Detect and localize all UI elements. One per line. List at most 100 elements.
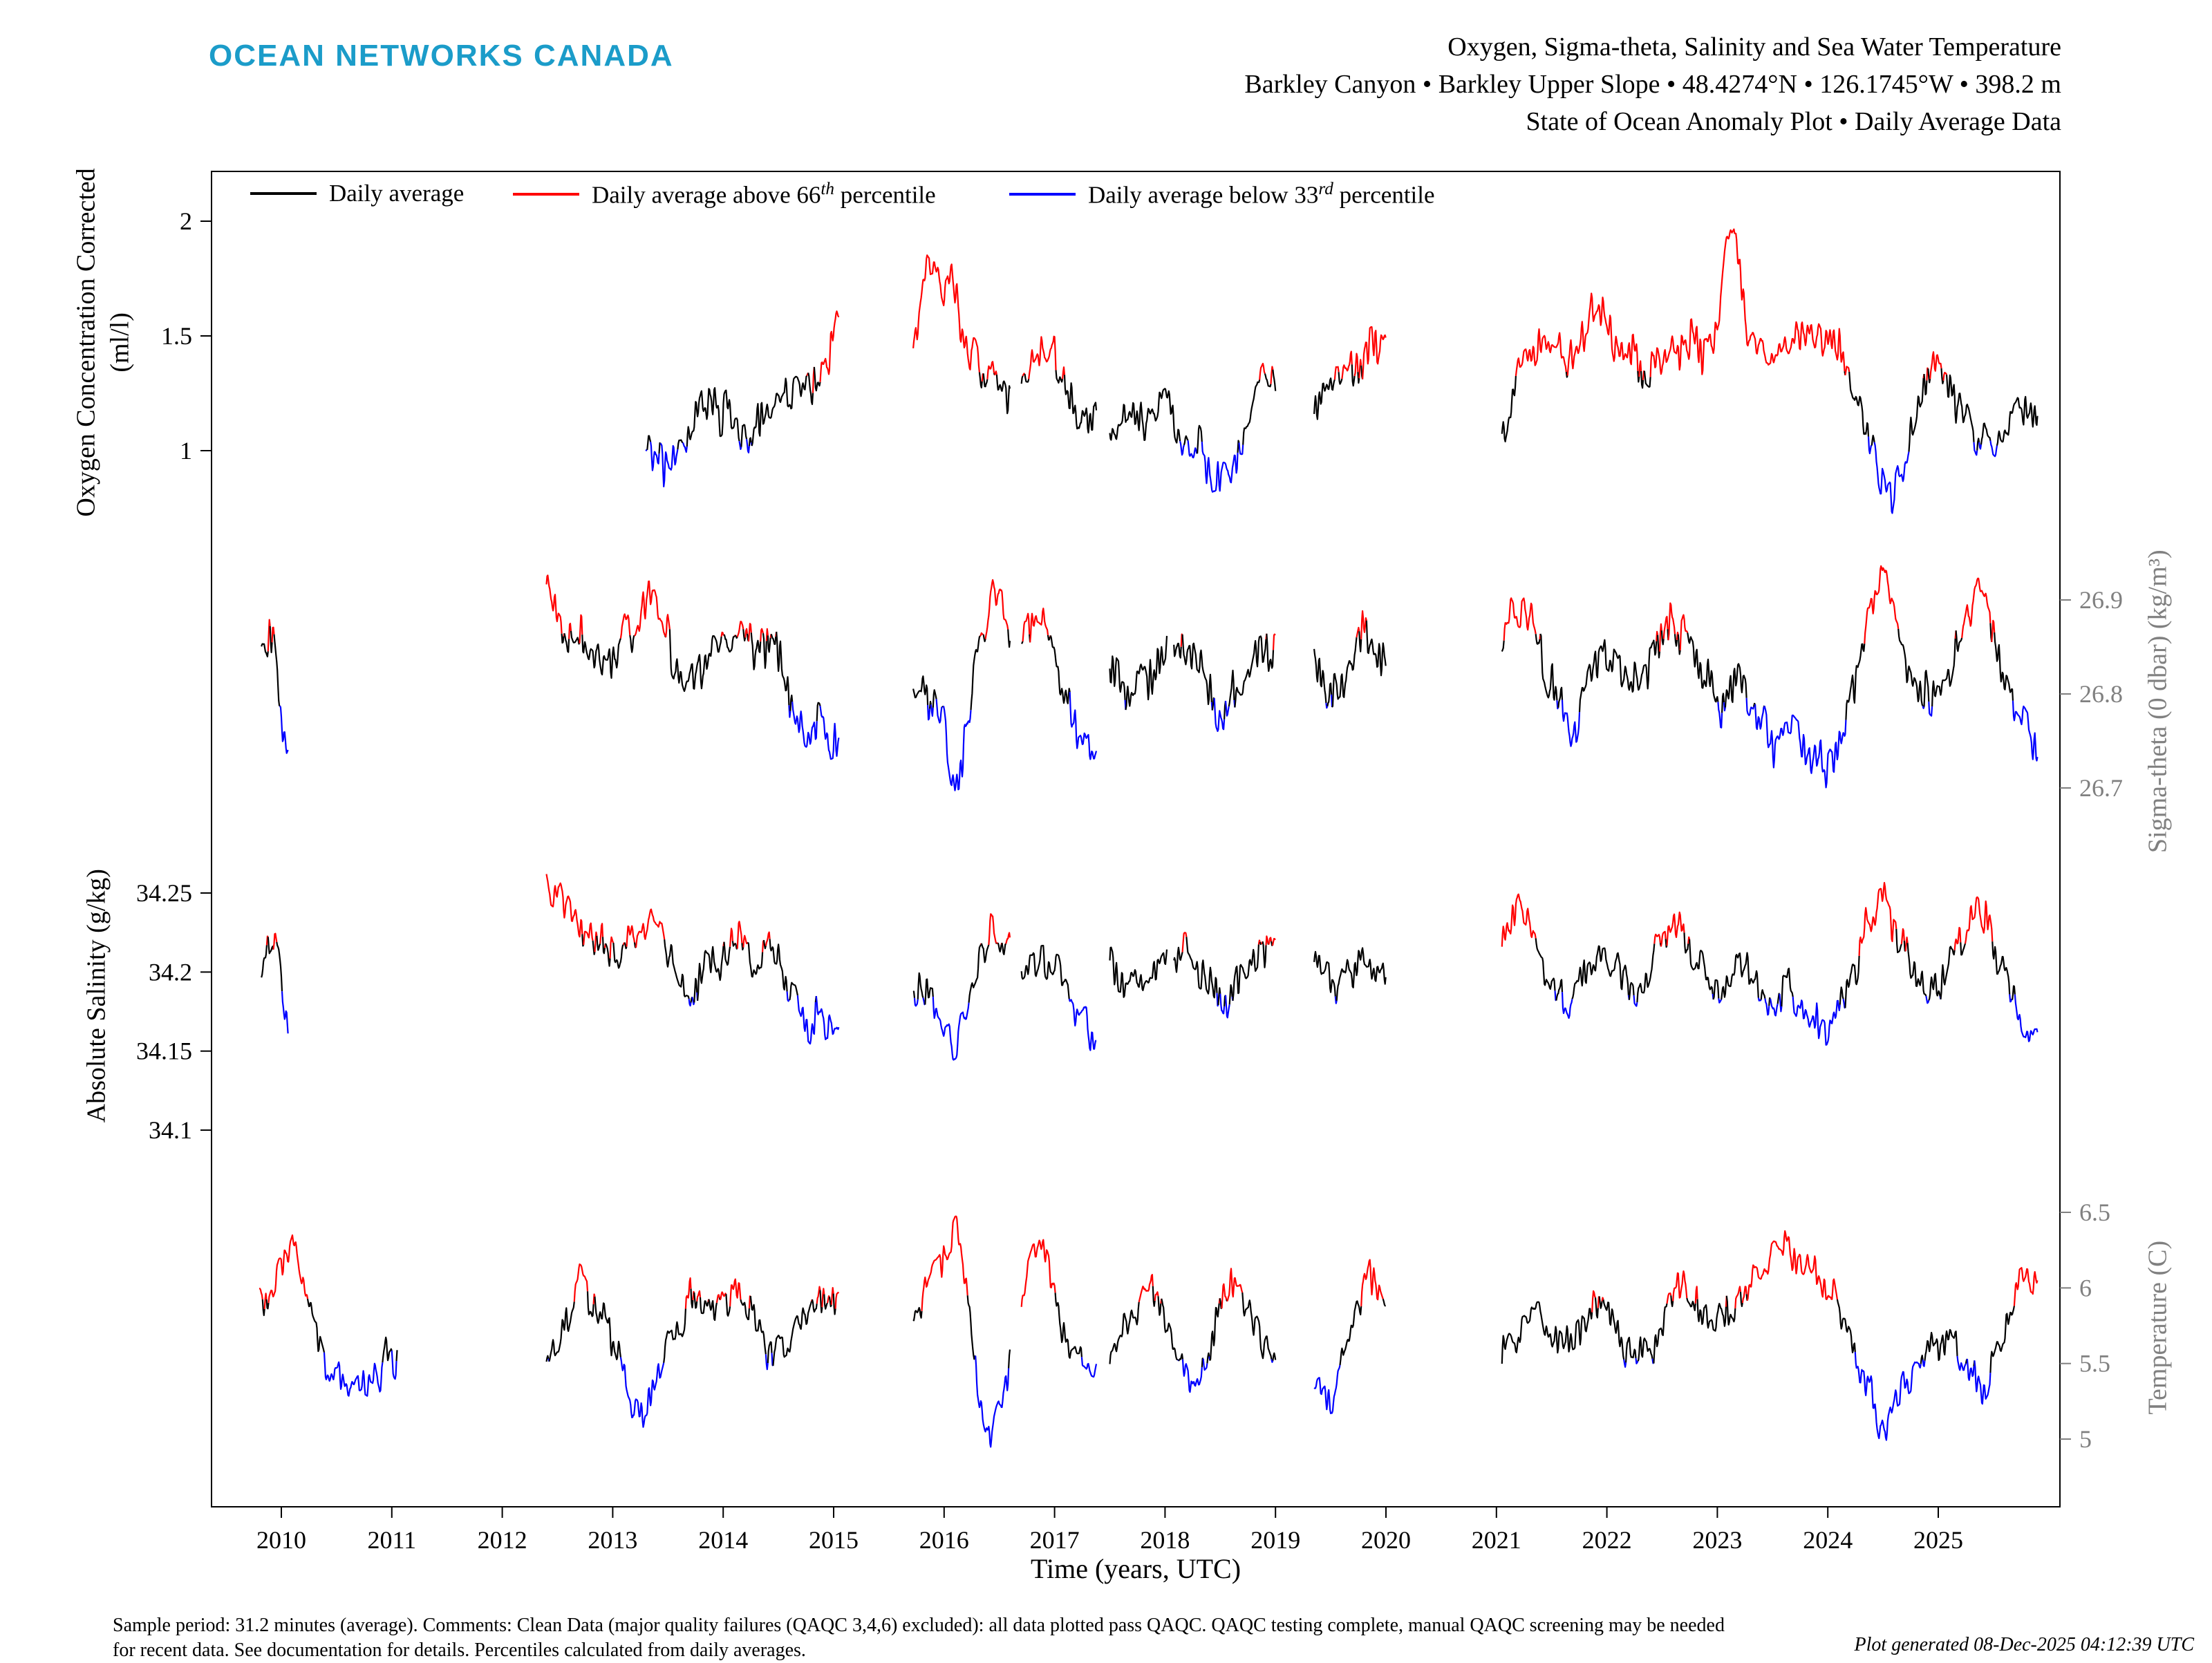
series-path-salinity bbox=[581, 934, 585, 947]
series-path-temperature bbox=[1956, 1355, 1967, 1371]
series-path-temperature bbox=[1109, 1302, 1140, 1364]
series-path-sigma_theta bbox=[1356, 626, 1360, 638]
series-path-salinity bbox=[1313, 950, 1336, 997]
series-path-oxygen bbox=[1565, 371, 1568, 378]
series-path-temperature bbox=[1623, 1359, 1627, 1368]
series-path-salinity bbox=[691, 997, 695, 1006]
series-path-sigma_theta bbox=[1181, 634, 1212, 706]
series-path-sigma_theta bbox=[1325, 702, 1329, 709]
series-path-sigma_theta bbox=[1657, 635, 1661, 659]
series-path-oxygen bbox=[1357, 372, 1360, 384]
series-path-oxygen bbox=[1989, 440, 1998, 458]
series-path-sigma_theta bbox=[1656, 630, 1659, 641]
series-path-sigma_theta bbox=[1676, 631, 1679, 641]
series-path-temperature bbox=[1686, 1297, 1696, 1311]
series-path-temperature bbox=[693, 1292, 698, 1309]
series-path-salinity bbox=[1232, 944, 1259, 1002]
series-path-sigma_theta bbox=[619, 613, 631, 639]
series-path-salinity bbox=[626, 925, 636, 947]
series-path-temperature bbox=[268, 1234, 309, 1304]
series-path-oxygen bbox=[1640, 370, 1644, 389]
series-path-temperature bbox=[1138, 1274, 1154, 1302]
series-path-salinity bbox=[1571, 945, 1629, 999]
series-path-salinity bbox=[1689, 939, 1714, 995]
series-path-salinity bbox=[612, 943, 624, 969]
series-path-salinity bbox=[2012, 985, 2016, 1000]
series-path-sigma_theta bbox=[1845, 643, 1866, 720]
y-tick-label-oxygen: 2 bbox=[180, 207, 192, 235]
series-path-oxygen bbox=[1848, 371, 1870, 437]
series-path-temperature bbox=[827, 1295, 830, 1304]
series-path-oxygen bbox=[658, 442, 661, 454]
series-path-temperature bbox=[1154, 1291, 1159, 1302]
series-path-sigma_theta bbox=[789, 694, 794, 711]
series-path-sigma_theta bbox=[1660, 630, 1665, 646]
series-path-temperature bbox=[1202, 1358, 1208, 1371]
series-path-oxygen bbox=[1179, 440, 1185, 456]
series-path-salinity bbox=[1271, 938, 1276, 946]
series-path-sigma_theta bbox=[788, 705, 791, 718]
series-path-oxygen bbox=[1237, 440, 1240, 453]
title-line-2: Barkley Canyon • Barkley Upper Slope • 4… bbox=[1244, 69, 2061, 99]
series-path-salinity bbox=[1257, 939, 1261, 945]
series-path-sigma_theta bbox=[1125, 635, 1168, 711]
series-path-temperature bbox=[1221, 1283, 1228, 1309]
series-path-salinity bbox=[1265, 935, 1269, 946]
series-path-oxygen bbox=[686, 387, 740, 447]
series-path-salinity bbox=[1768, 997, 1771, 1006]
series-path-sigma_theta bbox=[1721, 693, 1725, 713]
series-path-salinity bbox=[1906, 943, 1927, 997]
series-path-sigma_theta bbox=[568, 623, 572, 639]
series-path-salinity bbox=[1895, 929, 1902, 954]
series-path-salinity bbox=[545, 874, 583, 938]
series-path-salinity bbox=[1173, 946, 1183, 973]
series-path-salinity bbox=[1844, 955, 1860, 1008]
x-tick-label: 2014 bbox=[698, 1526, 748, 1554]
series-path-sigma_theta bbox=[765, 628, 769, 641]
legend-item: Daily average above 66th percentile bbox=[513, 180, 936, 209]
series-path-salinity bbox=[1687, 936, 1691, 944]
series-path-salinity bbox=[1020, 945, 1070, 999]
series-path-salinity bbox=[1185, 937, 1218, 999]
series-path-oxygen bbox=[1242, 379, 1261, 445]
series-path-salinity bbox=[912, 990, 916, 999]
series-path-sigma_theta bbox=[750, 632, 762, 670]
series-path-sigma_theta bbox=[816, 702, 821, 722]
series-path-temperature bbox=[1157, 1296, 1162, 1316]
series-path-temperature bbox=[1666, 1292, 1672, 1304]
series-path-salinity bbox=[723, 941, 731, 966]
series-path-sigma_theta bbox=[1753, 702, 1756, 707]
x-tick-label: 2010 bbox=[256, 1526, 306, 1554]
series-path-salinity bbox=[1940, 946, 1956, 999]
series-path-sigma_theta bbox=[1029, 608, 1049, 643]
series-path-temperature bbox=[821, 1288, 825, 1308]
series-path-sigma_theta bbox=[942, 705, 972, 791]
series-path-oxygen bbox=[1351, 364, 1356, 387]
y-axis-label-sigma-theta-name: Sigma-theta (0 dbar) (kg/m³) bbox=[2143, 549, 2173, 854]
series-path-oxygen bbox=[1643, 370, 1651, 388]
series-path-temperature bbox=[573, 1263, 589, 1302]
series-path-oxygen bbox=[1028, 335, 1057, 379]
series-path-oxygen bbox=[645, 449, 648, 452]
series-path-oxygen bbox=[1063, 375, 1098, 434]
series-path-salinity bbox=[1683, 932, 1689, 954]
series-path-temperature bbox=[1181, 1359, 1203, 1393]
series-path-temperature bbox=[1974, 1360, 1991, 1405]
series-path-sigma_theta bbox=[1234, 635, 1267, 708]
series-path-salinity bbox=[786, 991, 790, 1002]
series-path-temperature bbox=[1594, 1297, 1599, 1319]
series-path-sigma_theta bbox=[736, 621, 744, 637]
series-path-temperature bbox=[729, 1278, 742, 1307]
series-path-temperature bbox=[1382, 1298, 1386, 1307]
series-path-temperature bbox=[1653, 1303, 1668, 1364]
series-path-temperature bbox=[692, 1290, 695, 1301]
series-path-salinity bbox=[1334, 996, 1338, 1004]
series-path-sigma_theta bbox=[767, 635, 771, 653]
series-path-temperature bbox=[696, 1290, 702, 1302]
series-path-sigma_theta bbox=[1047, 635, 1051, 641]
series-path-temperature bbox=[1989, 1306, 2015, 1373]
series-path-temperature bbox=[1591, 1290, 1597, 1313]
series-path-oxygen bbox=[978, 372, 983, 388]
series-path-salinity bbox=[1900, 928, 1905, 945]
series-path-oxygen bbox=[1926, 367, 1929, 381]
